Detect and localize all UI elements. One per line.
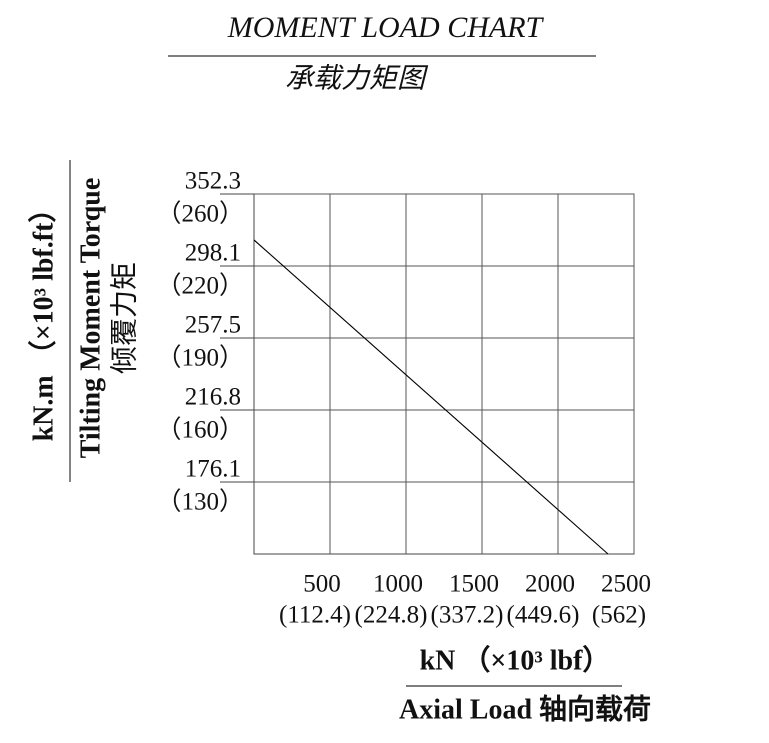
x-tick-label: 2500 bbox=[601, 571, 651, 598]
x-tick-label-secondary: (224.8) bbox=[355, 602, 428, 629]
y-tick-label: 257.5 bbox=[185, 312, 241, 339]
y-tick-label: 352.3 bbox=[185, 168, 241, 195]
x-tick-label-secondary: (337.2) bbox=[431, 602, 504, 629]
x-tick-label: 2000 bbox=[525, 571, 575, 598]
y-tick-label-secondary: （160） bbox=[156, 416, 244, 444]
y-axis-label: kN.m （×10³ lbf.ft） bbox=[26, 195, 59, 442]
x-tick-label: 1500 bbox=[449, 571, 499, 598]
plot-frame bbox=[253, 193, 635, 555]
y-tick-label-secondary: （190） bbox=[156, 344, 244, 372]
y-tick-label-secondary: （260） bbox=[156, 200, 244, 228]
chart-subtitle: 承载力矩图 bbox=[285, 63, 429, 94]
y-tick-label-secondary: （220） bbox=[156, 272, 244, 300]
y-tick-label: 298.1 bbox=[185, 240, 241, 267]
line-series bbox=[253, 239, 609, 555]
x-tick-label-secondary: (449.6) bbox=[507, 602, 580, 629]
x-tick-label: 1000 bbox=[373, 571, 423, 598]
x-axis-label-secondary: Axial Load 轴向载荷 bbox=[399, 693, 651, 725]
x-tick-label: 500 bbox=[303, 571, 341, 598]
x-tick-label-secondary: (112.4) bbox=[279, 602, 351, 629]
y-tick-label: 216.8 bbox=[185, 384, 241, 411]
y-axis-label-tertiary: 倾覆力矩 bbox=[108, 262, 140, 374]
chart-title: MOMENT LOAD CHART bbox=[227, 11, 545, 44]
x-axis-label: kN （×10³ lbf） bbox=[420, 643, 611, 676]
y-tick-label: 176.1 bbox=[185, 456, 241, 483]
y-tick-label-secondary: （130） bbox=[156, 488, 244, 516]
y-axis-label-secondary: Tilting Moment Torque bbox=[75, 178, 106, 459]
x-tick-label-secondary: (562) bbox=[592, 602, 646, 629]
